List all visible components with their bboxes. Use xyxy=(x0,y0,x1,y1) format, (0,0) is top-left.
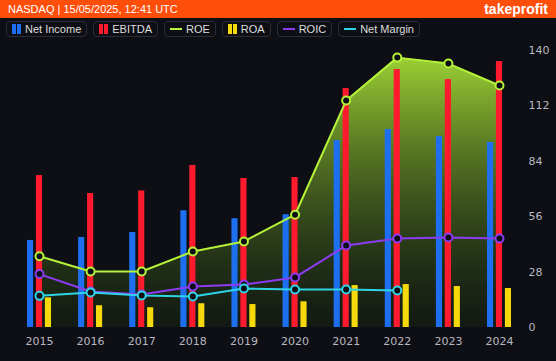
svg-text:2015: 2015 xyxy=(26,335,54,348)
html-text:ROA: ROA xyxy=(240,23,265,35)
svg-text:112: 112 xyxy=(529,99,550,112)
svg-text:2020: 2020 xyxy=(281,335,309,348)
svg-text:2017: 2017 xyxy=(128,335,156,348)
html-text:Net Income: Net Income xyxy=(25,23,82,35)
svg-text:2023: 2023 xyxy=(434,335,462,348)
svg-text:2022: 2022 xyxy=(383,335,411,348)
svg-text:56: 56 xyxy=(529,210,543,223)
svg-text:0: 0 xyxy=(529,321,536,334)
svg-text:140: 140 xyxy=(529,44,550,57)
svg-text:2016: 2016 xyxy=(77,335,105,348)
svg-text:84: 84 xyxy=(529,155,543,168)
html-text:EBITDA: EBITDA xyxy=(112,23,152,35)
svg-text:2019: 2019 xyxy=(230,335,258,348)
html-text:takeprofit: takeprofit xyxy=(484,1,548,17)
svg-text:28: 28 xyxy=(529,266,543,279)
svg-text:2018: 2018 xyxy=(179,335,207,348)
html-text:NASDAQ | 15/05/2025, 12:41 UTC: NASDAQ | 15/05/2025, 12:41 UTC xyxy=(8,3,178,15)
svg-text:2024: 2024 xyxy=(486,335,514,348)
html-text:Net Margin: Net Margin xyxy=(360,23,414,35)
html-text:ROE: ROE xyxy=(186,23,210,35)
svg-text:2021: 2021 xyxy=(332,335,360,348)
html-text:ROIC: ROIC xyxy=(298,23,327,35)
